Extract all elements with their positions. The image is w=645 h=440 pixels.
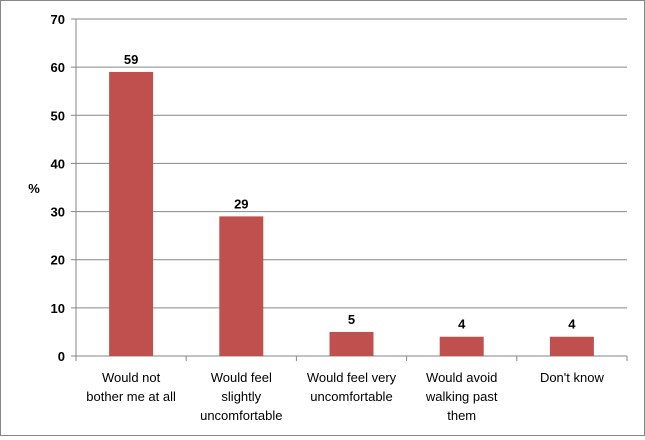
gridlines — [76, 18, 627, 309]
y-tick-label: 70 — [51, 12, 65, 27]
category-label-line: them — [447, 408, 476, 423]
bar — [109, 71, 154, 356]
category-label-line: walking past — [425, 389, 498, 404]
category-label: Would not bother me at all — [86, 370, 176, 404]
category-label-line: uncomfortable — [200, 408, 282, 423]
y-tick-label: 40 — [51, 156, 65, 171]
y-tick-label: 30 — [51, 205, 65, 220]
y-axis-title: % — [28, 181, 40, 196]
category-label-line: bother me at all — [86, 389, 176, 404]
bar — [219, 216, 264, 356]
data-label: 4 — [568, 317, 576, 332]
category-label: Don't know — [540, 370, 605, 385]
data-label: 59 — [124, 52, 138, 67]
category-label-line: slightly — [221, 389, 261, 404]
data-label: 4 — [458, 317, 466, 332]
category-label-line: Don't know — [540, 370, 605, 385]
y-tick-label: 0 — [58, 349, 65, 364]
bars — [109, 71, 594, 356]
y-tick-label: 20 — [51, 253, 65, 268]
y-tick-label: 50 — [51, 108, 65, 123]
y-tick-label: 60 — [51, 60, 65, 75]
category-label: Would avoid walking past them — [425, 370, 498, 423]
bar — [439, 336, 484, 356]
data-label: 29 — [234, 196, 248, 211]
category-label-line: Would not — [102, 370, 161, 385]
bar — [329, 331, 374, 356]
category-label-line: Would avoid — [426, 370, 497, 385]
bar — [549, 336, 594, 356]
y-tick-label: 10 — [51, 301, 65, 316]
category-label: Would feel very uncomfortable — [307, 370, 397, 404]
axes — [71, 18, 628, 361]
category-label-line: Would feel very — [307, 370, 397, 385]
category-label: Would feel slightly uncomfortable — [200, 370, 282, 423]
labels: 0 10 20 30 40 50 60 70 59 Would not bother me at a… — [51, 12, 605, 423]
data-label: 5 — [348, 312, 355, 327]
category-label-line: Would feel — [211, 370, 272, 385]
category-label-line: uncomfortable — [310, 389, 392, 404]
